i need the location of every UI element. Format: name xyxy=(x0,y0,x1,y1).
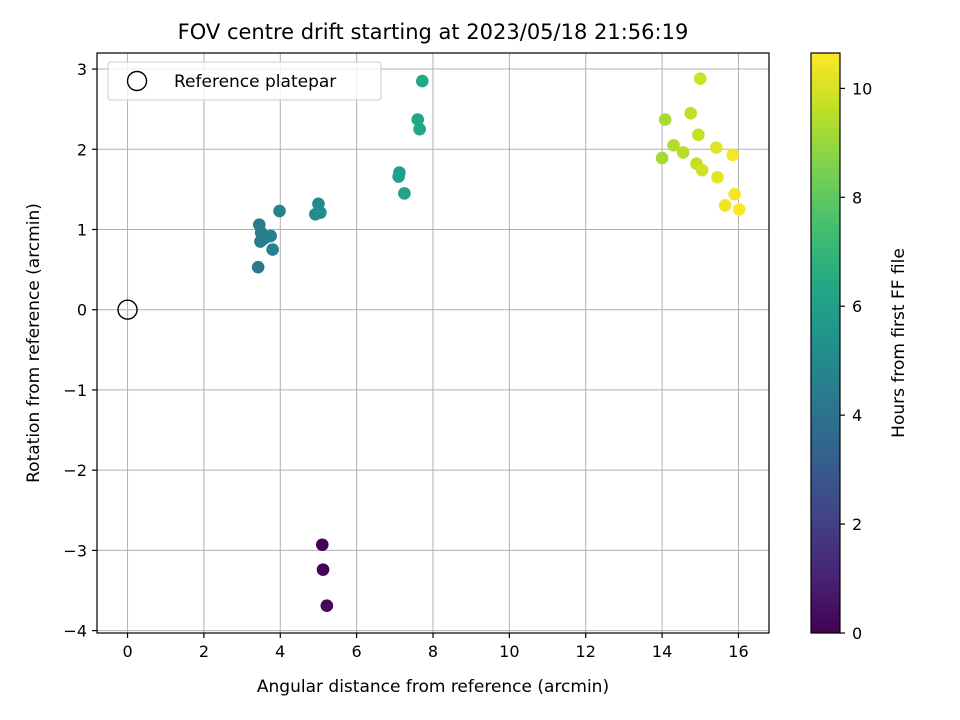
data-point xyxy=(320,599,334,613)
colorbar-tick-label: 2 xyxy=(852,515,862,534)
chart-title: FOV centre drift starting at 2023/05/18 … xyxy=(178,20,689,44)
colorbar-tick-label: 0 xyxy=(852,624,862,643)
y-tick-label: 2 xyxy=(77,140,87,159)
reference-marker-layer xyxy=(117,299,138,320)
y-axis-ticks: −4 −3 −2 −1 0 1 2 3 xyxy=(63,60,97,641)
data-point xyxy=(732,203,746,216)
y-tick-label: 3 xyxy=(77,60,87,79)
data-point xyxy=(413,122,426,136)
data-point xyxy=(411,113,425,126)
data-point xyxy=(693,72,707,85)
x-tick-label: 0 xyxy=(122,642,132,661)
colorbar-label: Hours from first FF file xyxy=(889,248,909,438)
colorbar-tick-label: 4 xyxy=(852,406,862,425)
legend-label: Reference platepar xyxy=(174,72,336,92)
grid xyxy=(97,53,769,633)
y-tick-label: 1 xyxy=(77,220,87,239)
y-axis-label: Rotation from reference (arcmin) xyxy=(24,203,44,483)
data-point xyxy=(655,151,669,165)
data-point xyxy=(314,206,327,219)
legend: Reference platepar xyxy=(107,61,382,101)
data-point xyxy=(251,260,265,274)
data-point xyxy=(692,128,705,142)
data-point xyxy=(658,113,672,126)
reference-platepar-marker xyxy=(117,299,138,320)
data-point xyxy=(667,138,680,152)
data-point xyxy=(710,141,723,154)
data-point xyxy=(393,166,406,179)
x-tick-label: 10 xyxy=(499,642,519,661)
y-tick-label: −2 xyxy=(63,461,87,480)
data-point xyxy=(718,199,732,212)
data-point xyxy=(398,187,411,200)
data-points xyxy=(251,72,746,613)
data-point xyxy=(711,171,724,184)
x-tick-label: 2 xyxy=(199,642,209,661)
data-point xyxy=(728,187,741,201)
data-point xyxy=(316,563,330,576)
colorbar-tick-label: 6 xyxy=(852,297,862,316)
legend-box xyxy=(107,61,382,101)
colorbar-tick-label: 8 xyxy=(852,188,862,207)
x-tick-label: 8 xyxy=(428,642,438,661)
colorbar-gradient xyxy=(810,52,841,634)
data-point xyxy=(695,163,709,177)
x-tick-label: 14 xyxy=(652,642,672,661)
x-tick-label: 16 xyxy=(728,642,748,661)
y-tick-label: −4 xyxy=(63,622,87,641)
legend-marker-open-circle xyxy=(126,70,148,92)
data-point xyxy=(416,74,429,88)
y-tick-label: −1 xyxy=(63,381,87,400)
x-tick-label: 4 xyxy=(275,642,285,661)
y-tick-label: 0 xyxy=(77,301,87,320)
x-axis-ticks: 0 2 4 6 8 10 12 14 16 xyxy=(122,633,749,661)
colorbar-ticks: 0 2 4 6 8 10 xyxy=(840,79,872,643)
data-point xyxy=(726,148,740,162)
data-point xyxy=(684,106,698,120)
colorbar-tick-label: 10 xyxy=(852,79,872,98)
data-point xyxy=(315,538,329,552)
data-point xyxy=(266,243,279,256)
x-axis-label: Angular distance from reference (arcmin) xyxy=(257,677,609,697)
y-tick-label: −3 xyxy=(63,541,87,560)
data-point xyxy=(273,204,286,218)
x-tick-label: 6 xyxy=(352,642,362,661)
x-tick-label: 12 xyxy=(576,642,596,661)
data-point xyxy=(264,229,278,243)
data-point xyxy=(676,146,690,159)
colorbar: 0 2 4 6 8 10 Hours from first FF file xyxy=(810,52,909,643)
